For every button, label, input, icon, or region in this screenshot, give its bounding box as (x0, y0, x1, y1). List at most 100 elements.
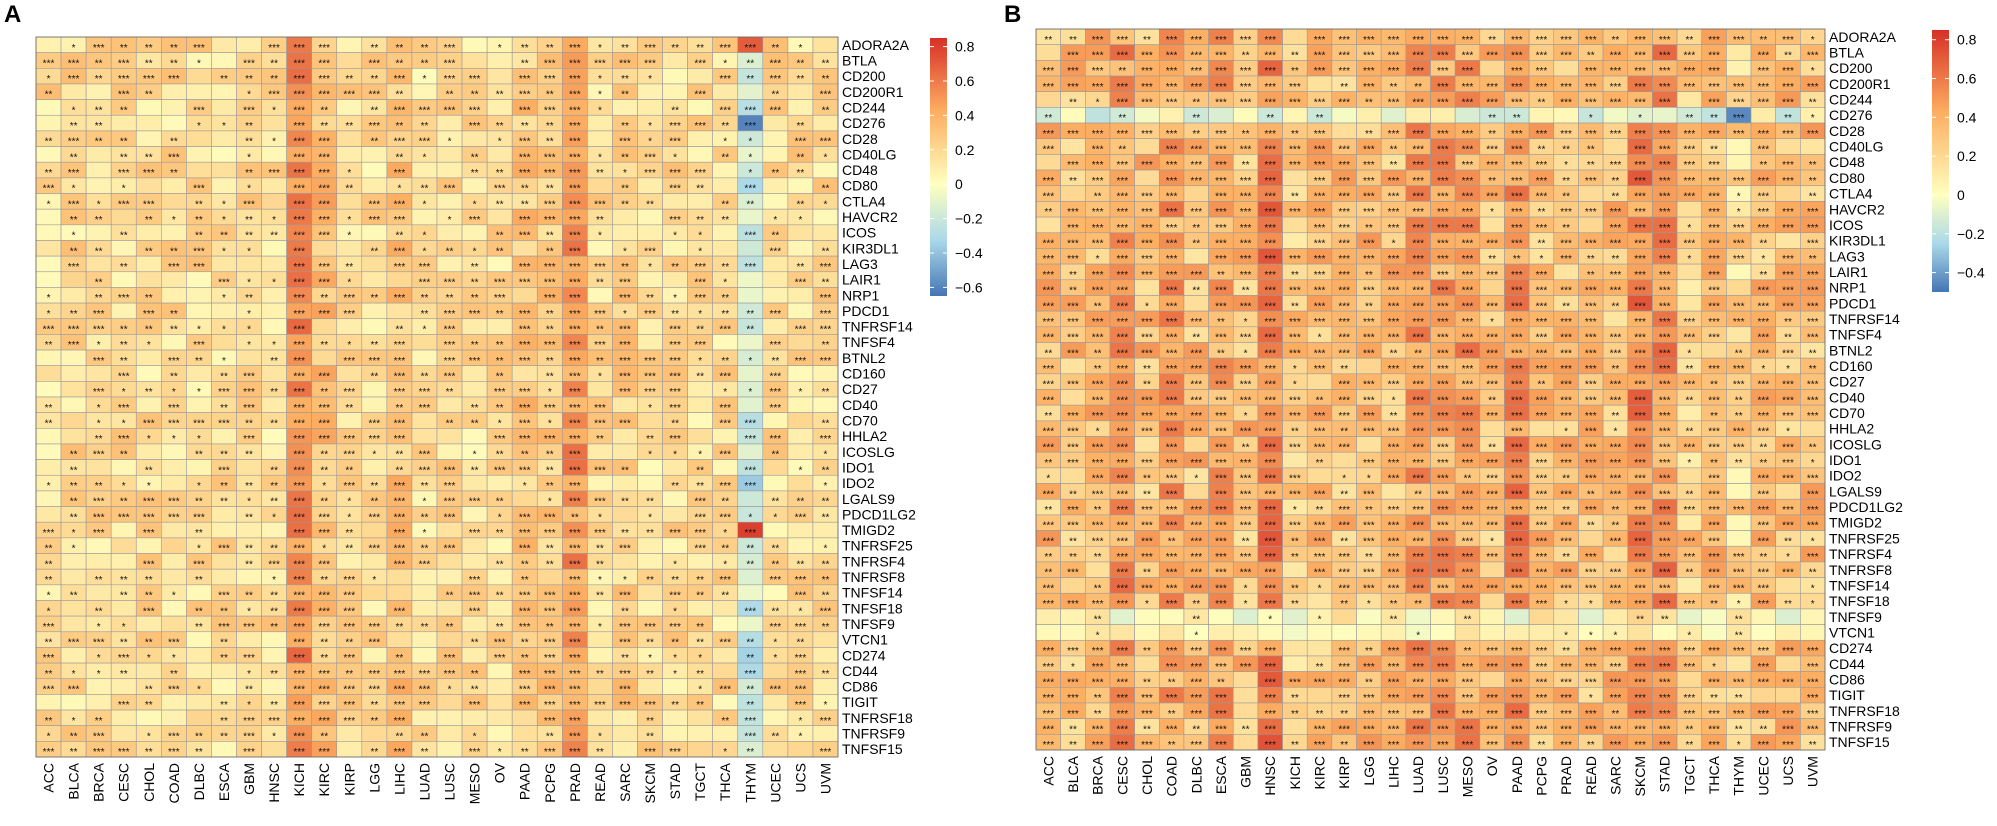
significance-mark: ** (1143, 474, 1151, 485)
cancer-type-label: PRAD (567, 763, 583, 802)
significance-mark: *** (1314, 489, 1326, 500)
significance-mark: ** (95, 137, 103, 148)
significance-mark: *** (1536, 286, 1548, 297)
significance-mark: *** (1758, 427, 1770, 438)
significance-mark: *** (1758, 380, 1770, 391)
significance-mark: *** (1708, 474, 1720, 485)
significance-mark: *** (1388, 270, 1400, 281)
significance-mark: ** (270, 606, 278, 617)
heatmap-cell (135, 443, 162, 460)
significance-mark: ** (45, 90, 53, 101)
significance-mark: *** (143, 199, 155, 210)
significance-mark: ** (396, 653, 404, 664)
significance-mark: * (723, 747, 727, 758)
significance-mark: *** (1190, 427, 1202, 438)
significance-mark: ** (170, 371, 178, 382)
significance-mark: *** (769, 340, 781, 351)
significance-mark: *** (1116, 270, 1128, 281)
significance-mark: *** (293, 340, 305, 351)
heatmap-cell (236, 349, 262, 366)
significance-mark: *** (1215, 254, 1227, 265)
significance-mark: * (1811, 113, 1815, 124)
significance-mark: ** (421, 747, 429, 758)
significance-mark: *** (419, 450, 431, 461)
significance-mark: ** (270, 356, 278, 367)
significance-mark: *** (1634, 129, 1646, 140)
significance-mark: *** (1659, 192, 1671, 203)
significance-mark: ** (1242, 50, 1250, 61)
heatmap-cell (687, 381, 713, 398)
significance-mark: *** (1437, 348, 1449, 359)
significance-mark: *** (769, 58, 781, 69)
significance-mark: ** (1612, 301, 1620, 312)
significance-mark: * (397, 184, 401, 195)
significance-mark: * (1244, 411, 1248, 422)
heatmap-cell (511, 287, 538, 304)
significance-mark: ** (396, 43, 404, 54)
significance-mark: * (623, 575, 627, 586)
heatmap-cell (1331, 107, 1357, 124)
gene-label: CD44 (842, 663, 878, 679)
significance-mark: *** (1067, 239, 1079, 250)
heatmap-cell (211, 83, 237, 100)
significance-mark: * (723, 387, 727, 398)
significance-mark: *** (1634, 286, 1646, 297)
heatmap-cell (712, 161, 739, 179)
significance-mark: * (1687, 458, 1691, 469)
significance-mark: *** (744, 528, 756, 539)
significance-mark: *** (419, 278, 431, 289)
heatmap-cell (1726, 326, 1752, 343)
significance-mark: *** (1092, 35, 1104, 46)
significance-mark: ** (1069, 176, 1077, 187)
heatmap-cell (1282, 169, 1308, 187)
significance-mark: *** (795, 356, 807, 367)
heatmap-cell (336, 99, 363, 116)
heatmap-cell (436, 146, 463, 163)
significance-mark: *** (1289, 395, 1301, 406)
significance-mark: *** (1363, 239, 1375, 250)
significance-mark: *** (1659, 129, 1671, 140)
significance-mark: ** (1118, 145, 1126, 156)
significance-mark: *** (1585, 82, 1597, 93)
significance-mark: ** (596, 434, 604, 445)
significance-mark: *** (744, 418, 756, 429)
significance-mark: * (673, 450, 677, 461)
significance-mark: *** (68, 325, 80, 336)
significance-mark: *** (1585, 474, 1597, 485)
significance-mark: *** (343, 606, 355, 617)
significance-mark: *** (694, 528, 706, 539)
heatmap-cell (161, 474, 187, 492)
heatmap-cell (461, 224, 488, 241)
heatmap-cell (812, 725, 839, 742)
significance-mark: *** (1462, 317, 1474, 328)
significance-mark: *** (1659, 176, 1671, 187)
significance-mark: * (423, 325, 427, 336)
significance-mark: ** (1488, 254, 1496, 265)
significance-mark: *** (1807, 129, 1819, 140)
heatmap-cell (1800, 624, 1826, 641)
heatmap-cell (737, 490, 764, 507)
significance-mark: * (72, 544, 76, 555)
significance-mark: ** (1562, 192, 1570, 203)
cancer-type-label: THYM (742, 763, 758, 803)
significance-mark: ** (145, 90, 153, 101)
significance-mark: *** (1116, 35, 1128, 46)
significance-mark: *** (1264, 50, 1276, 61)
significance-mark: *** (1659, 239, 1671, 250)
significance-mark: ** (521, 184, 529, 195)
heatmap-cell (762, 114, 789, 132)
significance-mark: *** (293, 638, 305, 649)
gene-label: BTLA (842, 52, 878, 68)
significance-mark: * (623, 168, 627, 179)
significance-mark: ** (822, 591, 830, 602)
heatmap-cell (1479, 671, 1505, 688)
significance-mark: *** (1116, 427, 1128, 438)
cancer-type-label: PAAD (517, 763, 533, 800)
significance-mark: *** (594, 262, 606, 273)
heatmap-cell (1652, 107, 1678, 124)
heatmap-cell (812, 678, 839, 695)
significance-mark: *** (1289, 489, 1301, 500)
significance-mark: *** (243, 403, 255, 414)
significance-mark: *** (1782, 176, 1794, 187)
